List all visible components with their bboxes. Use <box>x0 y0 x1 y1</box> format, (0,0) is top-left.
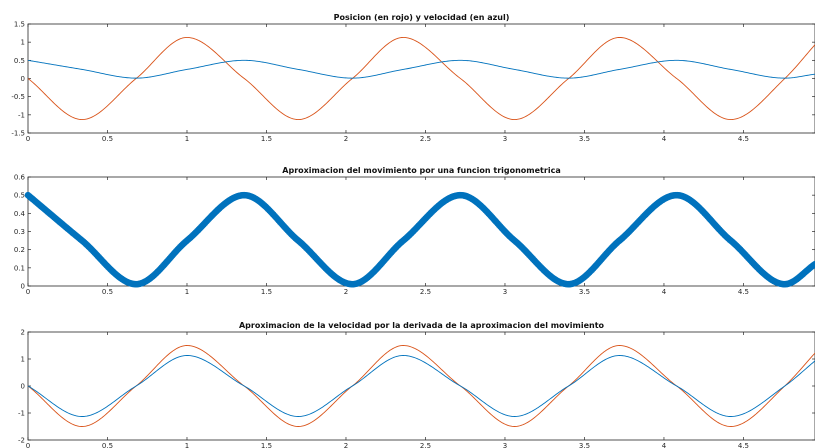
x-tick-label: 1.5 <box>261 288 272 296</box>
series-line-2 <box>27 355 815 417</box>
y-tick-label: 0.1 <box>14 264 25 272</box>
x-tick-label: 0 <box>26 288 30 296</box>
series-line-1 <box>27 345 815 427</box>
y-tick-label: 1 <box>21 356 25 364</box>
x-tick-label: 4 <box>662 135 667 143</box>
series-1 <box>24 191 815 288</box>
x-tick-label: 0.5 <box>102 135 113 143</box>
y-tick-label: 0 <box>21 383 25 391</box>
chart-title: Posicion (en rojo) y velocidad (en azul) <box>334 13 510 22</box>
y-tick-label: 0 <box>21 75 25 83</box>
x-tick-label: 2.5 <box>420 135 431 143</box>
data-point <box>811 260 815 268</box>
x-tick-label: 4.5 <box>738 135 749 143</box>
y-tick-label: 0 <box>21 283 25 291</box>
x-tick-label: 1 <box>185 135 189 143</box>
plot-area <box>27 176 815 287</box>
x-tick-label: 0.5 <box>102 288 113 296</box>
panel-2: Aproximacion del movimiento por una func… <box>14 166 815 296</box>
x-tick-label: 0.5 <box>102 442 113 448</box>
x-tick-label: 1.5 <box>261 135 272 143</box>
panel-1: Posicion (en rojo) y velocidad (en azul)… <box>11 13 815 143</box>
x-tick-label: 2 <box>344 135 348 143</box>
y-tick-label: -1.5 <box>11 130 25 138</box>
panels: Posicion (en rojo) y velocidad (en azul)… <box>11 13 815 448</box>
x-tick-label: 2.5 <box>420 288 431 296</box>
x-tick-label: 0 <box>26 442 30 448</box>
x-tick-label: 1 <box>185 288 189 296</box>
chart-title: Aproximacion del movimiento por una func… <box>282 166 560 175</box>
y-tick-label: 0.6 <box>14 174 26 182</box>
x-tick-label: 1.5 <box>261 442 272 448</box>
x-tick-label: 3 <box>503 288 507 296</box>
x-tick-label: 3 <box>503 135 507 143</box>
panel-3: Aproximacion de la velocidad por la deri… <box>18 321 815 448</box>
y-tick-label: 0.2 <box>14 246 25 254</box>
y-tick-label: 0.4 <box>14 210 26 218</box>
y-tick-label: 1.5 <box>14 21 25 29</box>
x-tick-label: 3 <box>503 442 507 448</box>
y-tick-label: 2 <box>21 329 25 337</box>
x-tick-label: 4 <box>662 442 667 448</box>
x-tick-label: 3.5 <box>579 442 590 448</box>
y-tick-label: -0.5 <box>11 93 25 101</box>
series-line-1 <box>27 36 815 121</box>
plot-area <box>27 23 815 134</box>
x-tick-label: 2.5 <box>420 442 431 448</box>
chart-title: Aproximacion de la velocidad por la deri… <box>239 321 605 330</box>
x-tick-label: 0 <box>26 135 30 143</box>
y-tick-label: -1 <box>18 410 25 418</box>
y-tick-label: 0.3 <box>14 228 25 236</box>
x-tick-label: 4 <box>662 288 667 296</box>
y-tick-label: -2 <box>18 437 25 445</box>
x-tick-label: 2 <box>344 442 348 448</box>
x-tick-label: 1 <box>185 442 189 448</box>
series-line-2 <box>27 59 815 79</box>
x-tick-label: 3.5 <box>579 288 590 296</box>
x-tick-label: 3.5 <box>579 135 590 143</box>
x-tick-label: 4.5 <box>738 442 749 448</box>
y-tick-label: 0.5 <box>14 192 25 200</box>
plot-area <box>27 331 815 441</box>
x-tick-label: 2 <box>344 288 348 296</box>
y-tick-label: 1 <box>21 39 25 47</box>
y-tick-label: 0.5 <box>14 57 25 65</box>
y-tick-label: -1 <box>18 111 25 119</box>
x-tick-label: 4.5 <box>738 288 749 296</box>
